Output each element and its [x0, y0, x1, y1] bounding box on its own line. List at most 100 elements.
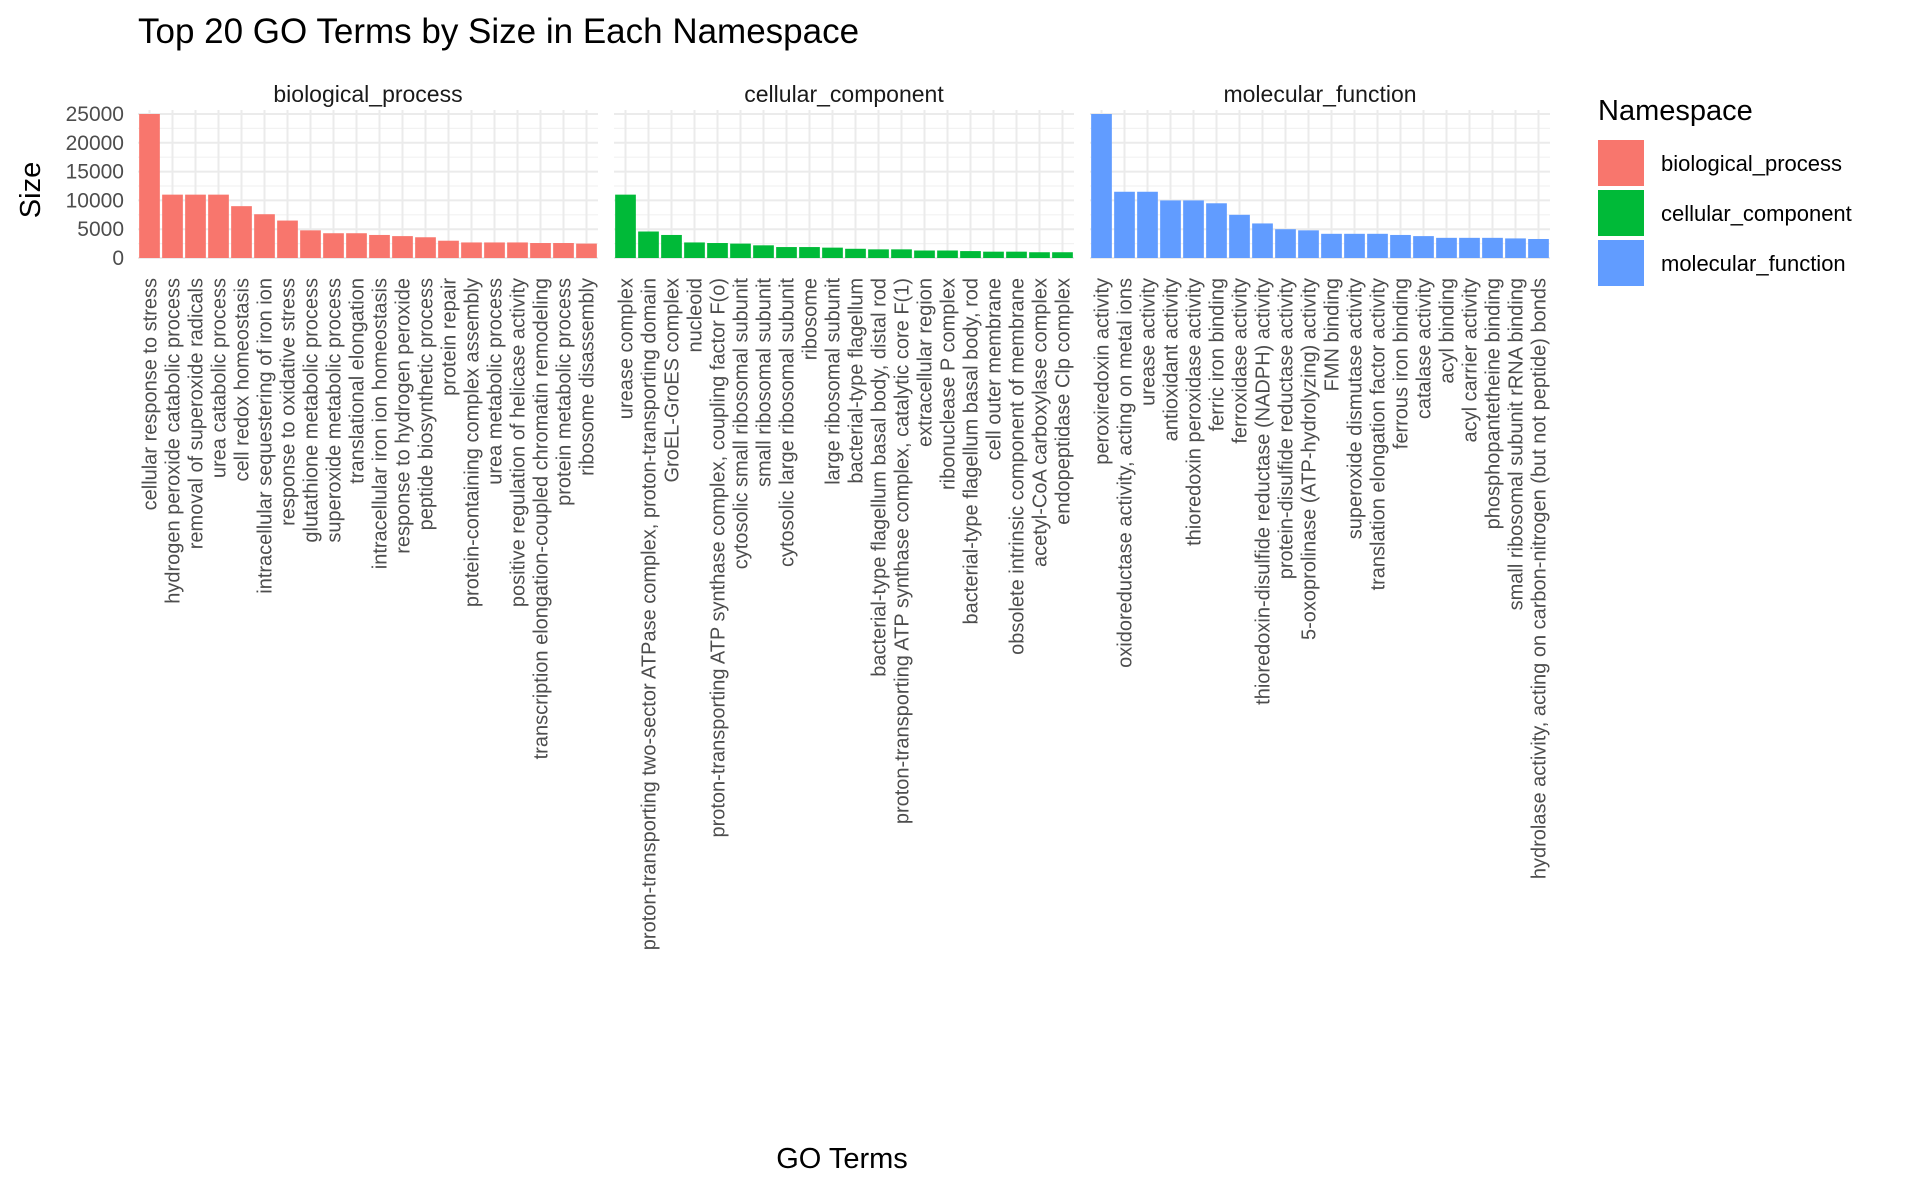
bar	[1029, 252, 1050, 258]
bar	[208, 194, 229, 258]
facet-strip-label: biological_process	[273, 81, 462, 107]
x-tick-label: thioredoxin peroxidase activity	[1184, 278, 1206, 546]
x-tick-label: phosphopantetheine binding	[1483, 278, 1505, 529]
chart-title: Top 20 GO Terms by Size in Each Namespac…	[138, 12, 859, 51]
x-tick-label: protein-disulfide reductase activity	[1276, 278, 1298, 579]
x-tick-label: acyl carrier activity	[1460, 278, 1482, 442]
legend-key	[1598, 140, 1644, 186]
bar	[684, 242, 705, 258]
y-tick-label: 20000	[66, 132, 124, 155]
x-tick-label: glutathione metabolic process	[301, 278, 323, 543]
facet-strip-label: molecular_function	[1223, 81, 1416, 107]
x-tick-label: urease activity	[1138, 278, 1160, 406]
bar	[1413, 236, 1434, 258]
x-tick-label: intracellular sequestering of iron ion	[255, 278, 277, 594]
bar	[1183, 200, 1204, 258]
bar	[1367, 233, 1388, 258]
bar	[300, 230, 321, 258]
bar	[799, 247, 820, 258]
bar	[661, 234, 682, 258]
bar	[615, 194, 636, 258]
x-tick-label: small ribosomal subunit rRNA binding	[1506, 278, 1528, 610]
x-tick-label: obsolete intrinsic component of membrane	[1007, 278, 1029, 655]
bar	[1052, 252, 1073, 258]
x-tick-label: positive regulation of helicase activity	[508, 278, 530, 607]
x-tick-label: protein metabolic process	[554, 278, 576, 506]
x-tick-label: urea catabolic process	[209, 278, 231, 478]
bar	[707, 243, 728, 258]
legend-entries: biological_process cellular_componentmole…	[1598, 140, 1852, 286]
bar	[1206, 203, 1227, 258]
bar	[530, 243, 551, 258]
y-axis-ticks: 0 5000 10000 15000 20000 25000	[66, 103, 124, 270]
x-tick-label: hydrogen peroxide catabolic process	[163, 278, 185, 604]
bar	[553, 243, 574, 258]
x-tick-label: translation elongation factor activity	[1368, 278, 1390, 590]
bar	[1137, 191, 1158, 258]
y-tick-label: 5000	[77, 218, 124, 241]
x-tick-label: peptide biosynthetic process	[416, 278, 438, 530]
x-tick-label: removal of superoxide radicals	[186, 278, 208, 549]
x-tick-label: extracellular region	[915, 278, 937, 447]
x-tick-label: ribosome disassembly	[577, 278, 599, 476]
bar	[346, 233, 367, 258]
bar	[1436, 237, 1457, 258]
x-tick-label: large ribosomal subunit	[823, 278, 845, 485]
facet-panel-molecular_function: molecular_function peroxiredoxin activity…	[1090, 81, 1551, 879]
x-tick-label: cell outer membrane	[984, 278, 1006, 460]
bar	[1528, 238, 1549, 258]
x-tick-label: antioxidant activity	[1161, 278, 1183, 441]
bar	[139, 114, 160, 258]
x-tick-label: urea metabolic process	[485, 278, 507, 485]
bar	[1505, 238, 1526, 258]
x-tick-label: small ribosomal subunit	[754, 278, 776, 487]
bar	[868, 249, 889, 258]
x-tick-label: proton-transporting ATP synthase complex…	[708, 278, 730, 838]
y-tick-label: 0	[112, 247, 124, 270]
x-tick-label: thioredoxin-disulfide reductase (NADPH) …	[1253, 278, 1275, 705]
x-tick-label: bacterial-type flagellum	[846, 278, 868, 484]
bar	[507, 242, 528, 258]
bar	[1229, 214, 1250, 258]
bar	[983, 251, 1004, 258]
x-tick-label: transcription elongation-coupled chromat…	[531, 278, 553, 759]
x-tick-label: cell redox homeostasis	[232, 278, 254, 481]
x-tick-label: ferric iron binding	[1207, 278, 1229, 431]
x-axis-label: GO Terms	[776, 1143, 908, 1175]
bar	[914, 250, 935, 258]
legend-label: biological_process	[1661, 151, 1842, 176]
bar	[254, 214, 275, 258]
bar	[937, 250, 958, 258]
x-tick-label: bacterial-type flagellum basal body, rod	[961, 278, 983, 624]
y-tick-label: 15000	[66, 161, 124, 184]
x-tick-label: nucleoid	[685, 278, 707, 353]
x-tick-label: oxidoreductase activity, acting on metal…	[1115, 278, 1137, 668]
bar	[1482, 237, 1503, 258]
x-tick-label: GroEL-GroES complex	[662, 278, 684, 483]
x-tick-label: acetyl-CoA carboxylase complex	[1030, 278, 1052, 567]
bar	[822, 247, 843, 258]
facet-panel-biological_process: biological_process cellular response to s…	[138, 81, 599, 759]
x-tick-label: endopeptidase Clp complex	[1053, 278, 1075, 525]
x-tick-label: cytosolic small ribosomal subunit	[731, 278, 753, 570]
bar	[1459, 237, 1480, 258]
bar	[392, 236, 413, 258]
bar	[1252, 223, 1273, 258]
x-tick-label: proton-transporting two-sector ATPase co…	[639, 278, 661, 950]
bar	[1321, 233, 1342, 258]
x-tick-label: response to hydrogen peroxide	[393, 278, 415, 554]
x-tick-label: cytosolic large ribosomal subunit	[777, 278, 799, 567]
bar	[277, 220, 298, 258]
facet-panels: 0 5000 10000 15000 20000 25000 biological_proc…	[66, 81, 1551, 950]
bar	[1344, 233, 1365, 258]
bar	[438, 240, 459, 258]
x-tick-label: bacterial-type flagellum basal body, dis…	[869, 278, 891, 677]
legend: Namespace biological_process cellular_com…	[1598, 95, 1852, 286]
bar	[1006, 251, 1027, 258]
x-tick-label: FMN binding	[1322, 278, 1344, 391]
x-tick-label: ferroxidase activity	[1230, 278, 1252, 444]
x-tick-label: 5-oxoprolinase (ATP-hydrolyzing) activit…	[1299, 278, 1321, 640]
